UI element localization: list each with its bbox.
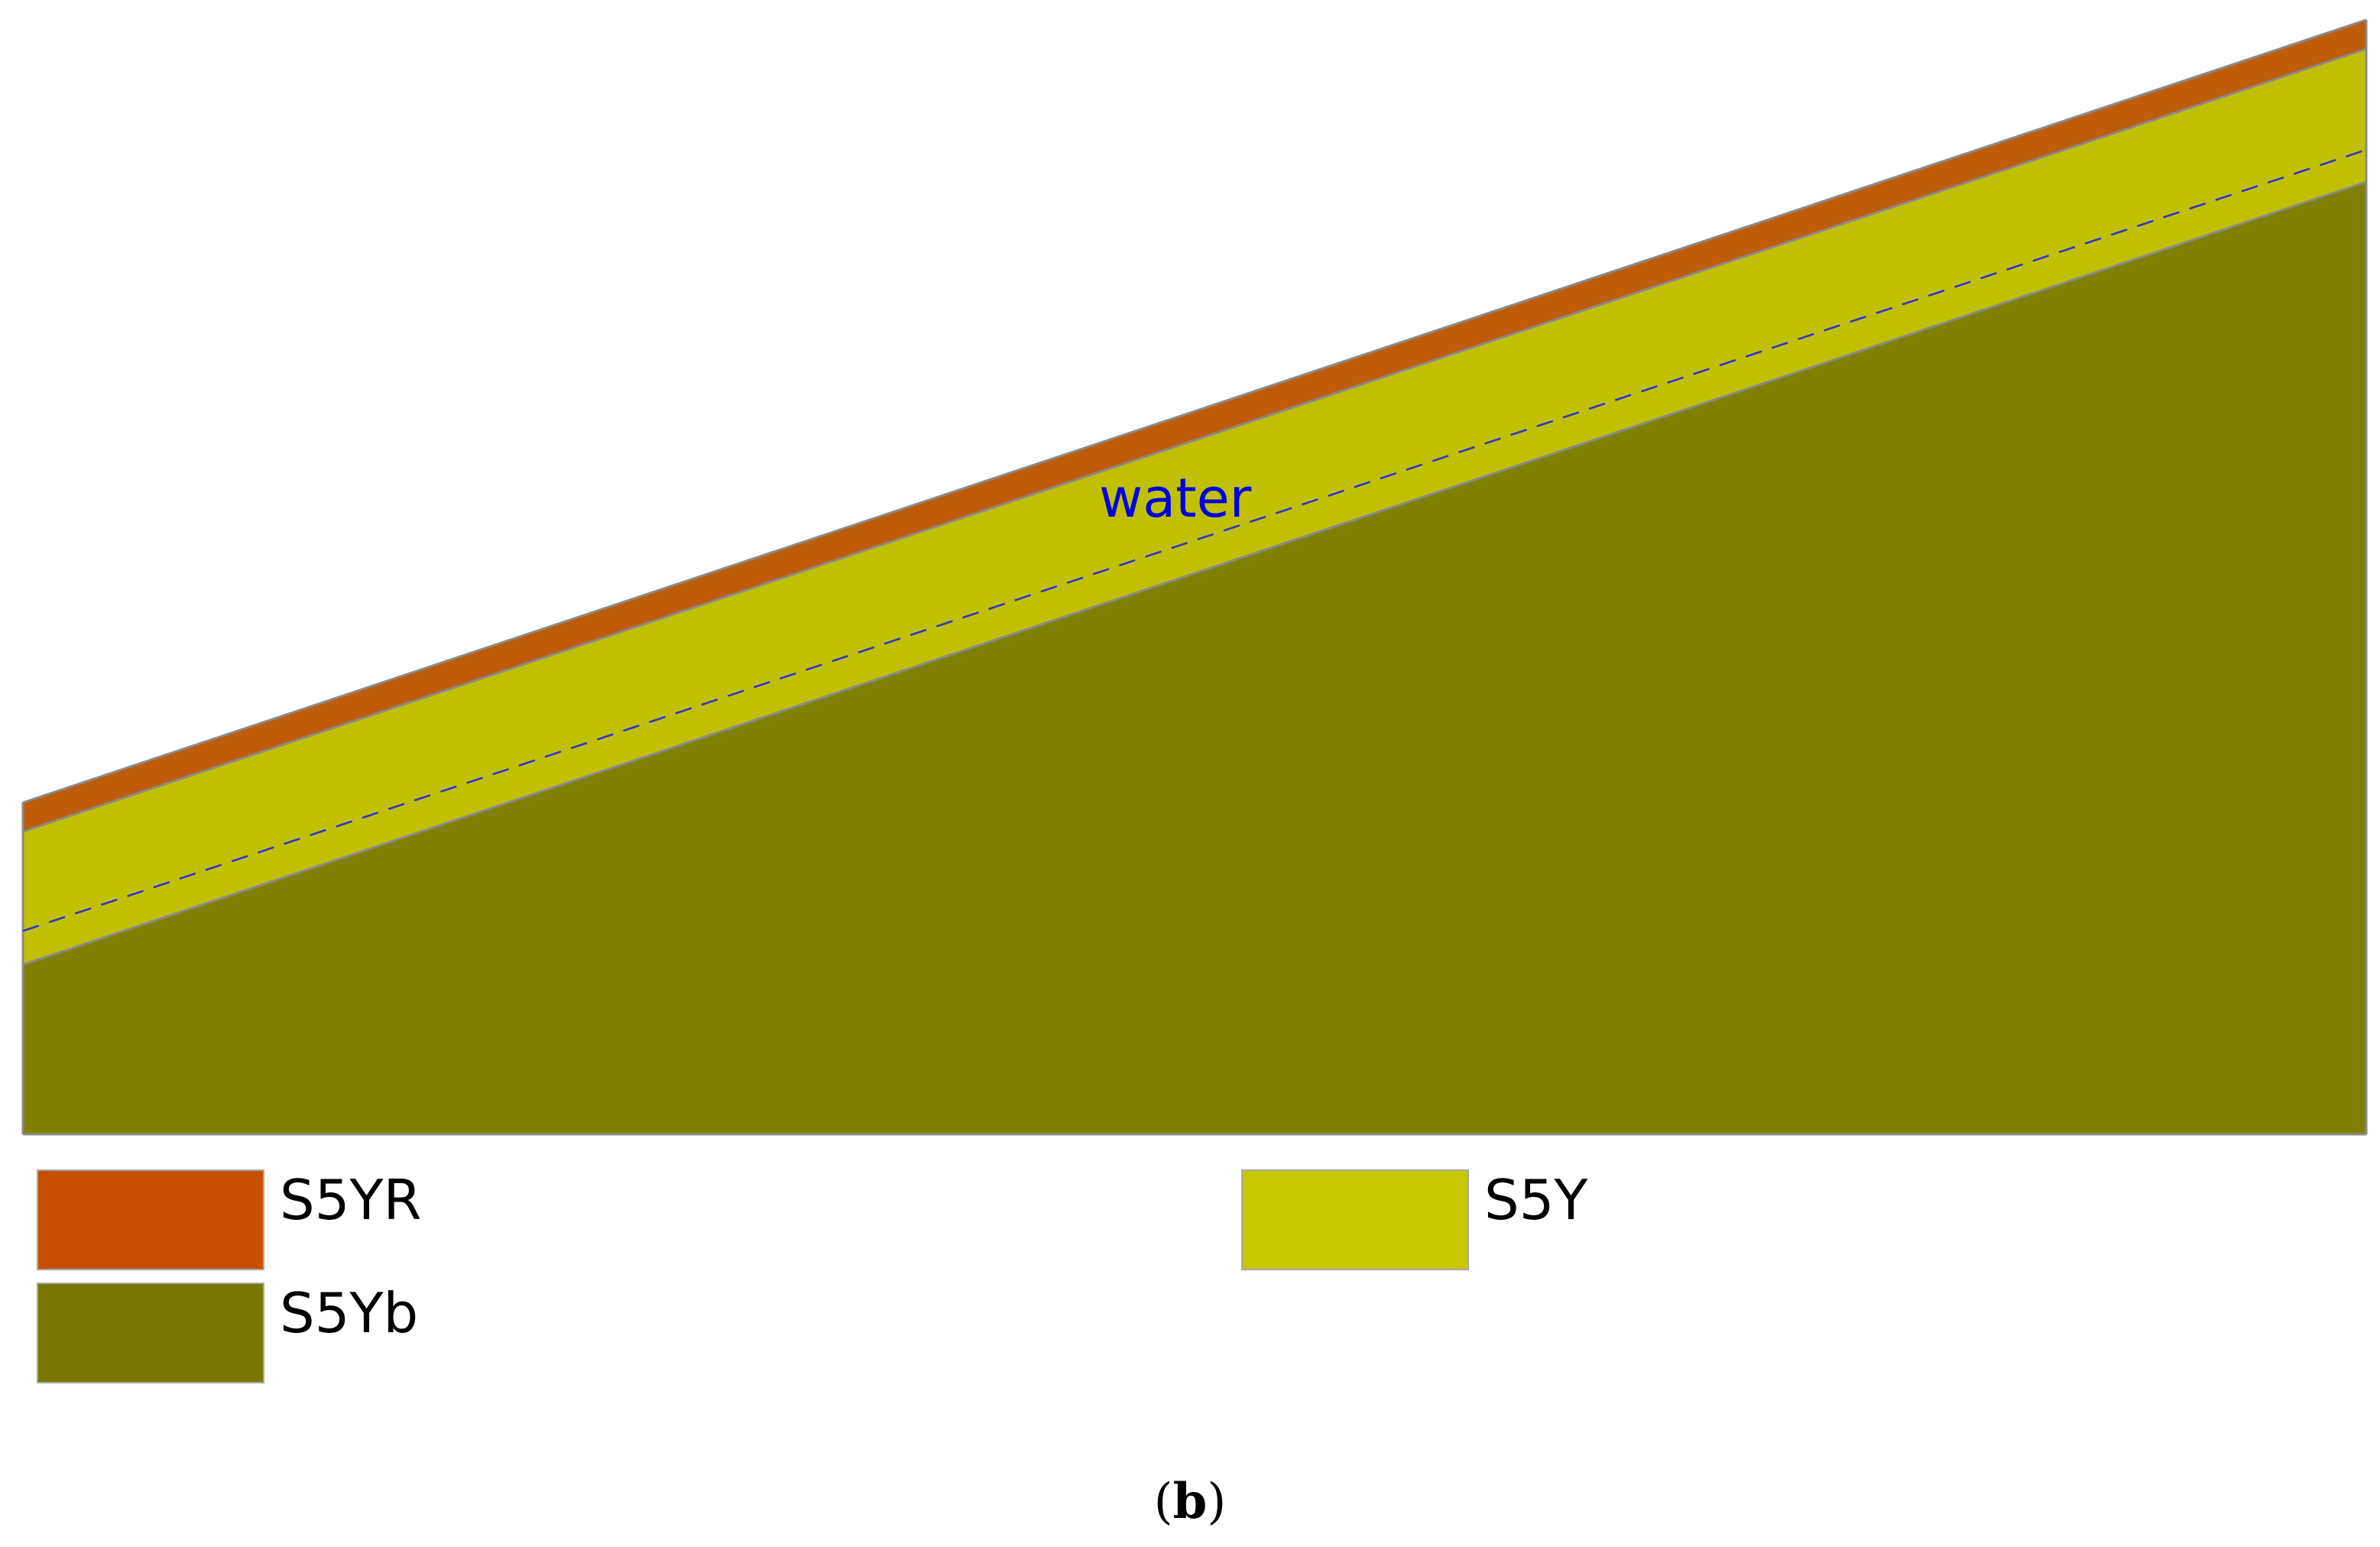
legend-label-s5yr: S5YR bbox=[280, 1168, 422, 1232]
legend-swatch-s5yb bbox=[37, 1283, 264, 1383]
layer-s5yb bbox=[23, 182, 2366, 1134]
caption-letter: b bbox=[1172, 1473, 1208, 1530]
legend-swatch-s5yr bbox=[37, 1169, 264, 1270]
boundary-line-middle bbox=[22, 47, 2367, 833]
layer-s5yr bbox=[23, 20, 2366, 832]
boundary-line-lower bbox=[22, 180, 2367, 966]
figure-caption: (b) bbox=[0, 1471, 2380, 1532]
legend-swatch-s5y bbox=[1241, 1169, 1469, 1270]
caption-open-paren: ( bbox=[1153, 1474, 1173, 1530]
legend-label-s5y: S5Y bbox=[1484, 1168, 1588, 1232]
slope-cross-section: water bbox=[21, 18, 2368, 1136]
boundary-line-top bbox=[22, 18, 2367, 804]
caption-close-paren: ) bbox=[1207, 1474, 1227, 1530]
legend-label-s5yb: S5Yb bbox=[280, 1281, 419, 1345]
water-label: water bbox=[1099, 467, 1252, 530]
